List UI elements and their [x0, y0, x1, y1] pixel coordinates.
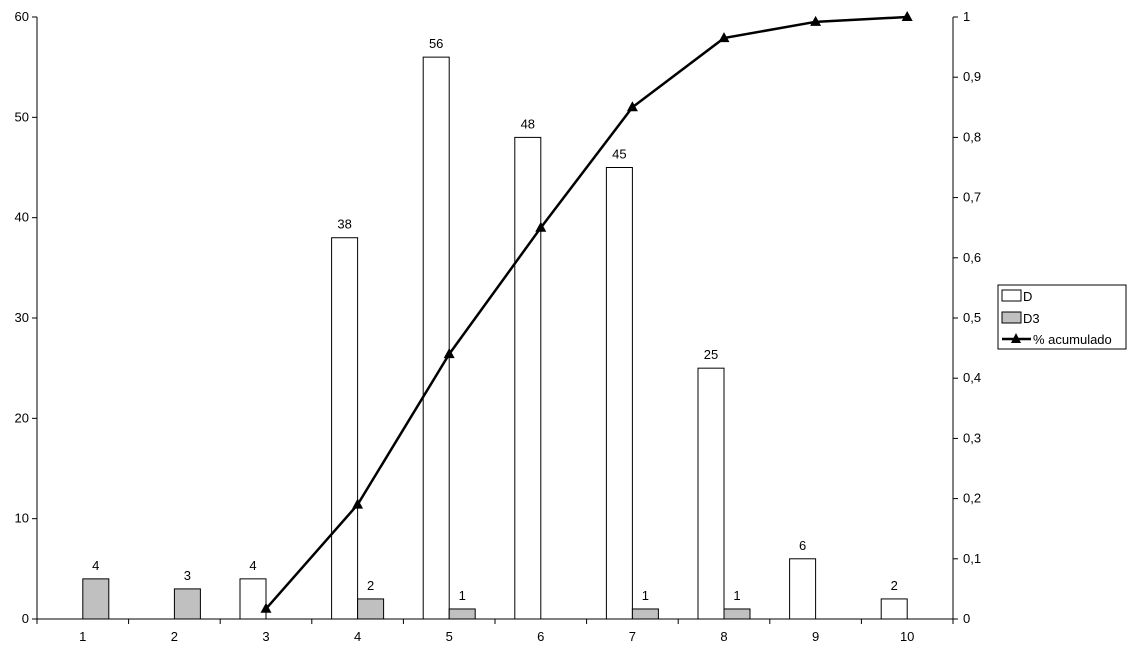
bar-d: [514, 136, 542, 620]
x-tick-label: 8: [720, 629, 727, 644]
bars-group: [82, 56, 908, 620]
bar-d3: [448, 608, 476, 620]
left-tick-label: 50: [15, 109, 29, 124]
x-tick-label: 3: [262, 629, 269, 644]
bar-d3: [723, 608, 751, 620]
data-label-d: 38: [337, 217, 351, 232]
cumulative-marker: [626, 101, 638, 112]
left-tick-label: 0: [22, 611, 29, 626]
data-label-d: 6: [799, 538, 806, 553]
bar-d3: [82, 578, 110, 620]
right-tick-label: 0,4: [963, 370, 981, 385]
cumulative-marker: [535, 221, 547, 232]
data-label-d3: 3: [184, 568, 191, 583]
cumulative-line: [265, 15, 908, 610]
data-label-d3: 2: [367, 578, 374, 593]
data-label-d3: 1: [642, 588, 649, 603]
x-tick-label: 1: [79, 629, 86, 644]
left-tick-label: 40: [15, 210, 29, 225]
data-label-d: 2: [891, 578, 898, 593]
cumulative-marker: [810, 15, 822, 26]
x-tick-label: 2: [171, 629, 178, 644]
data-label-d: 56: [429, 36, 443, 51]
line-group: [260, 11, 913, 613]
x-tick-label: 5: [446, 629, 453, 644]
right-tick-label: 0,5: [963, 310, 981, 325]
legend-swatch-d: [1001, 289, 1022, 302]
cumulative-marker: [260, 602, 272, 613]
bar-d: [880, 598, 908, 620]
x-tick-label: 9: [812, 629, 819, 644]
bar-d: [331, 237, 359, 620]
cumulative-marker: [718, 32, 730, 43]
bar-d3: [173, 588, 201, 620]
left-tick-label: 10: [15, 511, 29, 526]
right-tick-label: 0,6: [963, 250, 981, 265]
bar-d3: [631, 608, 659, 620]
x-tick-label: 4: [354, 629, 361, 644]
right-tick-label: 0: [963, 611, 970, 626]
x-tick-label: 10: [900, 629, 914, 644]
cumulative-marker: [352, 498, 364, 509]
bar-d: [422, 56, 450, 620]
x-tick-label: 7: [629, 629, 636, 644]
left-tick-label: 20: [15, 410, 29, 425]
data-label-d: 48: [521, 116, 535, 131]
left-axis-group: 0 10 20 30 40 50 60: [15, 9, 38, 626]
legend-label: D3: [1023, 311, 1040, 326]
x-tick-label: 6: [537, 629, 544, 644]
bar-d3: [357, 598, 385, 620]
bar-d: [697, 367, 725, 620]
bar-d: [789, 558, 817, 620]
bar-d: [605, 167, 633, 620]
right-tick-label: 0,2: [963, 491, 981, 506]
legend-swatch-d3: [1001, 311, 1022, 324]
legend-label: D: [1023, 289, 1032, 304]
right-tick-label: 0,1: [963, 551, 981, 566]
right-tick-label: 0,9: [963, 69, 981, 84]
data-label-d3: 1: [459, 588, 466, 603]
legend: D D3 % acumulado: [997, 284, 1127, 350]
data-label-d3: 4: [92, 558, 99, 573]
right-axis-group: 0 0,1 0,2 0,3 0,4 0,5 0,6 0,7 0,8 0,9 1: [952, 9, 981, 626]
bar-d: [239, 578, 267, 620]
data-label-d3: 1: [733, 588, 740, 603]
x-axis-group: 1 2 3 4 5 6 7 8 9 10: [36, 618, 954, 644]
right-tick-label: 0,7: [963, 190, 981, 205]
legend-label: % acumulado: [1033, 332, 1112, 347]
right-tick-label: 0,8: [963, 129, 981, 144]
right-tick-label: 1: [963, 9, 970, 24]
right-tick-label: 0,3: [963, 430, 981, 445]
left-tick-label: 60: [15, 9, 29, 24]
data-label-d: 25: [704, 347, 718, 362]
data-labels-group: 4 38 56 48 45 25 6 2 4 3 2 1 1 1: [92, 36, 898, 603]
cumulative-marker: [901, 11, 913, 21]
data-label-d: 45: [612, 147, 626, 162]
cumulative-marker: [443, 348, 455, 359]
data-label-d: 4: [249, 558, 256, 573]
legend-marker-swatch: [1011, 333, 1021, 343]
left-tick-label: 30: [15, 310, 29, 325]
